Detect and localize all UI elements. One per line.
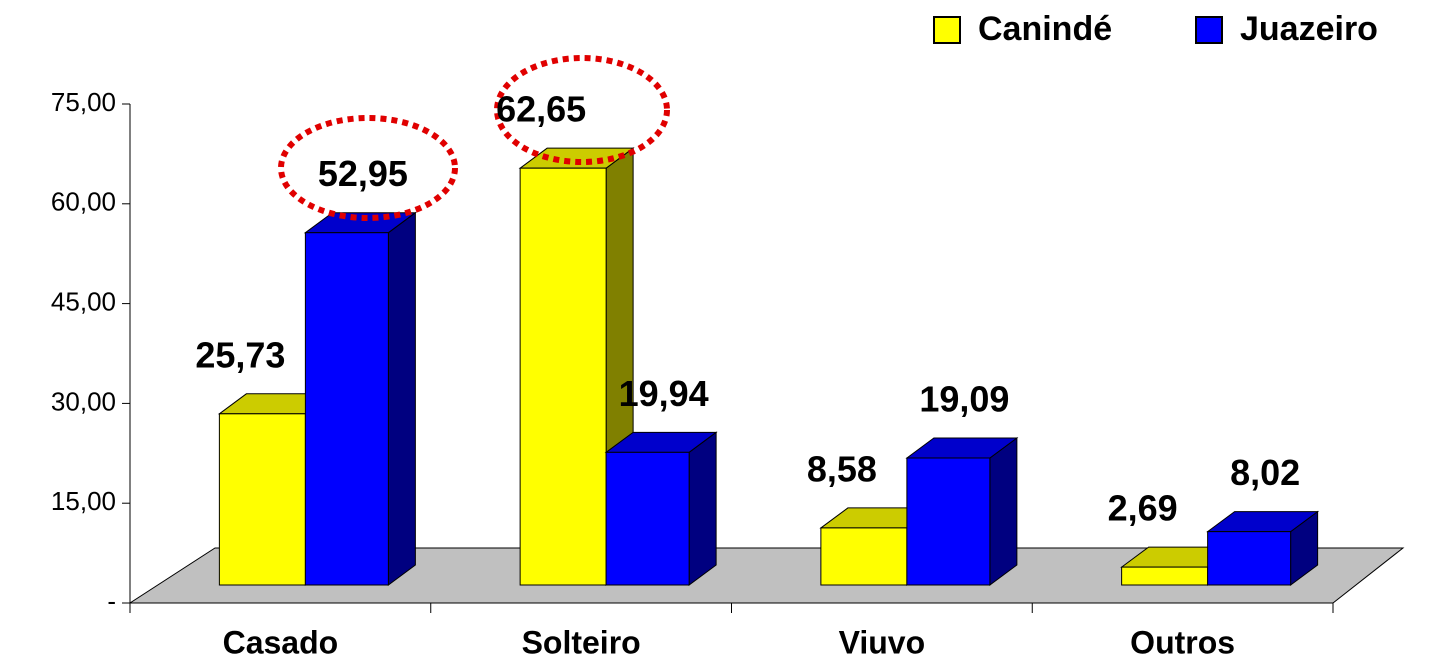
data-label: 2,69 (1108, 488, 1178, 529)
legend-swatch (933, 16, 961, 44)
bar-side (989, 436, 1018, 586)
data-label: 8,58 (807, 448, 877, 489)
y-tick-label: 30,00 (51, 386, 116, 416)
data-label: 19,94 (619, 373, 709, 414)
x-tick-label: Viuvo (839, 624, 926, 660)
y-tick-label: - (107, 586, 116, 616)
y-tick-label: 15,00 (51, 486, 116, 516)
bar-front (1207, 531, 1292, 586)
bar-front (519, 167, 607, 586)
legend-swatch (1195, 16, 1223, 44)
labels: 25,73 52,95 62,65 19,94 8,58 19,09 2,69 8,02 (195, 89, 1300, 529)
highlight-ellipse (278, 115, 458, 221)
bars (217, 147, 1320, 586)
bar-front (304, 232, 389, 586)
y-tick-label: 60,00 (51, 187, 116, 217)
bar-front (218, 413, 306, 586)
bar-front (820, 527, 908, 586)
legend-label: Juazeiro (1240, 10, 1378, 48)
bar (819, 506, 936, 586)
data-label: 25,73 (195, 334, 285, 375)
data-label: 8,02 (1230, 452, 1300, 493)
bar (1206, 510, 1320, 586)
y-tick-label: 45,00 (51, 286, 116, 316)
highlight-ellipse (494, 55, 670, 165)
bar-front (605, 451, 690, 586)
data-label: 62,65 (496, 89, 586, 130)
bar-front (1121, 566, 1209, 586)
legend-label: Canindé (978, 10, 1112, 48)
x-tick-label: Outros (1130, 624, 1235, 660)
bar (303, 211, 417, 586)
bar (604, 431, 718, 586)
bar-side (387, 211, 416, 586)
bar-front (906, 457, 991, 586)
x-tick-label: Solteiro (522, 624, 641, 660)
bar (905, 436, 1019, 586)
floor (128, 547, 1405, 604)
y-tick-label: 75,00 (51, 87, 116, 117)
data-label: 19,09 (919, 379, 1009, 420)
x-tick-label: Casado (223, 624, 339, 660)
data-label: 52,95 (318, 153, 408, 194)
bar-side (688, 431, 717, 586)
